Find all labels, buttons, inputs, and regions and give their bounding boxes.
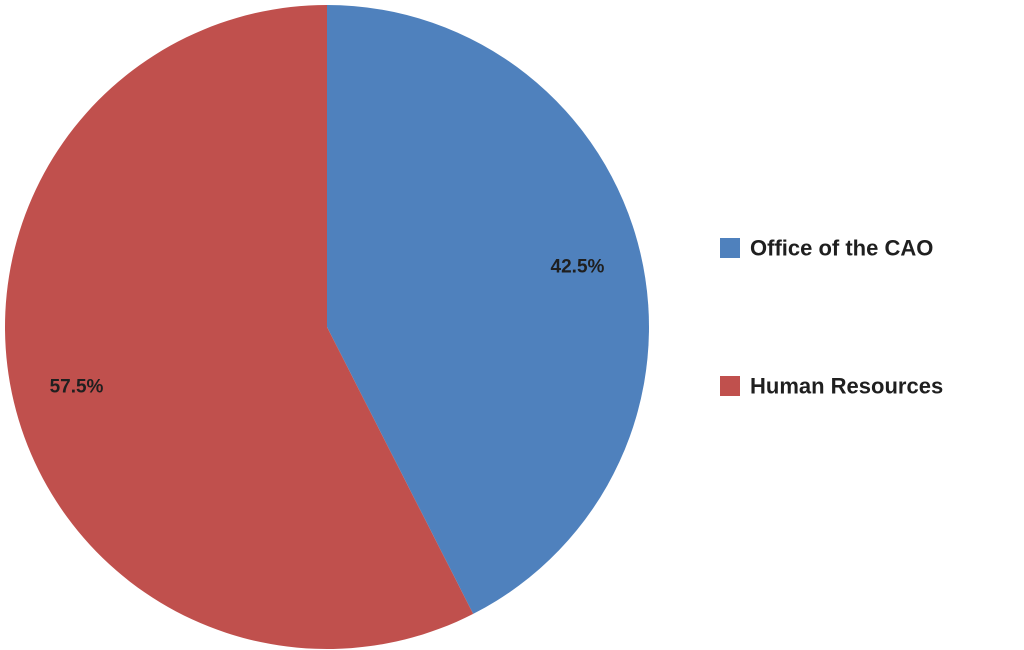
legend-swatch-human-resources <box>720 376 740 396</box>
legend-label-office-of-the-cao: Office of the CAO <box>750 236 933 261</box>
legend-swatch-office-of-the-cao <box>720 238 740 258</box>
pie-data-labels: 42.5% 57.5% <box>50 256 605 397</box>
pie-slices <box>5 5 650 649</box>
legend-label-human-resources: Human Resources <box>750 374 943 399</box>
pie-slice-human-resources <box>5 5 474 649</box>
pie-slice-office-of-the-cao <box>327 5 650 614</box>
data-label-office-of-the-cao: 42.5% <box>551 256 605 277</box>
data-label-human-resources: 57.5% <box>50 377 104 398</box>
legend: Office of the CAO Human Resources <box>720 236 943 399</box>
